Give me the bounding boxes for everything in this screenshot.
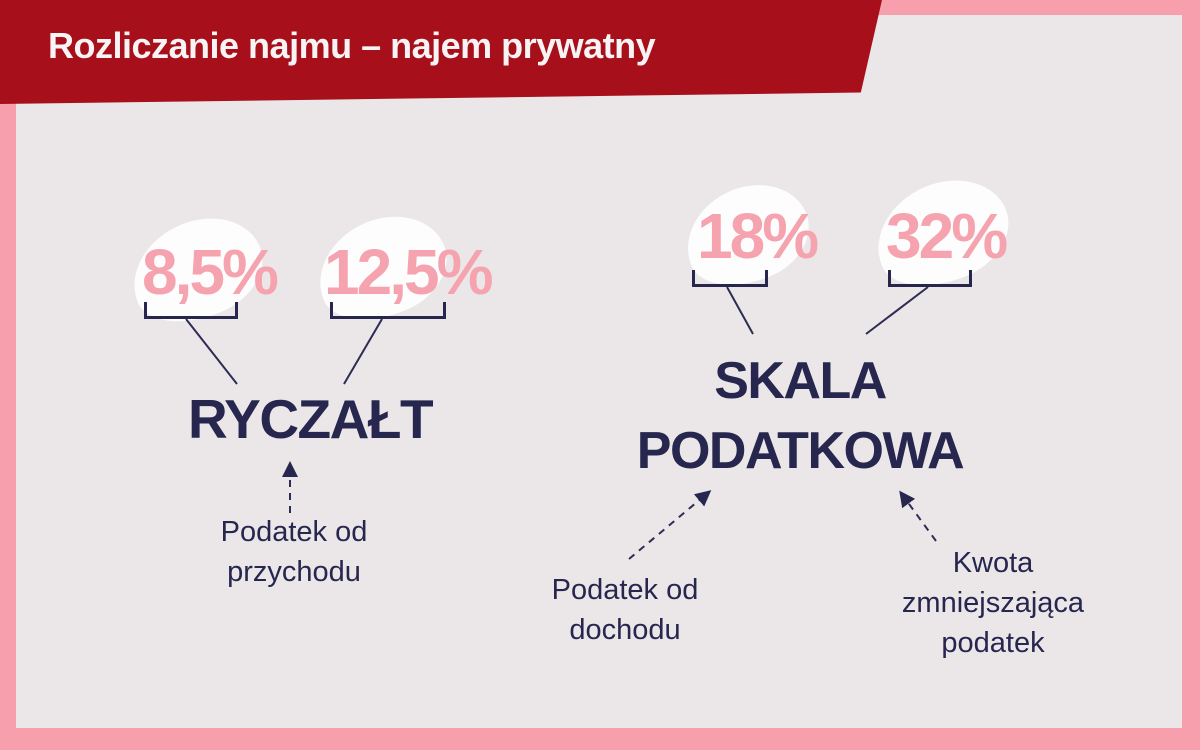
rate-skala-low: 18% xyxy=(697,200,819,272)
note-line: podatek xyxy=(941,627,1045,660)
note-line: dochodu xyxy=(569,614,681,647)
title-banner: Rozliczanie najmu – najem prywatny xyxy=(0,0,882,104)
skala-title: SKALA PODATKOWA xyxy=(636,346,965,486)
note-kwota-zmniejszajaca: Kwota zmniejszająca podatek xyxy=(902,543,1084,663)
page-title: Rozliczanie najmu – najem prywatny xyxy=(48,25,656,66)
note-line: przychodu xyxy=(227,556,361,589)
note-line: Kwota xyxy=(952,547,1034,579)
rate-ryczalt-low: 8,5% xyxy=(142,236,279,308)
note-line: Podatek od xyxy=(551,574,699,606)
note-podatek-od-przychodu: Podatek od przychodu xyxy=(221,512,368,592)
rate-bracket-32 xyxy=(888,270,972,287)
rate-ryczalt-high: 12,5% xyxy=(324,236,493,308)
note-podatek-od-dochodu: Podatek od dochodu xyxy=(552,570,699,650)
rate-bracket-85 xyxy=(144,302,238,319)
note-line: Podatek od xyxy=(220,516,368,548)
skala-title-line1: SKALA xyxy=(714,352,887,410)
rate-bracket-125 xyxy=(330,302,446,319)
skala-title-line2: PODATKOWA xyxy=(636,422,965,481)
rate-skala-high: 32% xyxy=(886,200,1008,272)
note-line: zmniejszająca xyxy=(901,587,1085,620)
rate-bracket-18 xyxy=(692,270,768,287)
ryczalt-title: RYCZAŁT xyxy=(187,388,434,450)
